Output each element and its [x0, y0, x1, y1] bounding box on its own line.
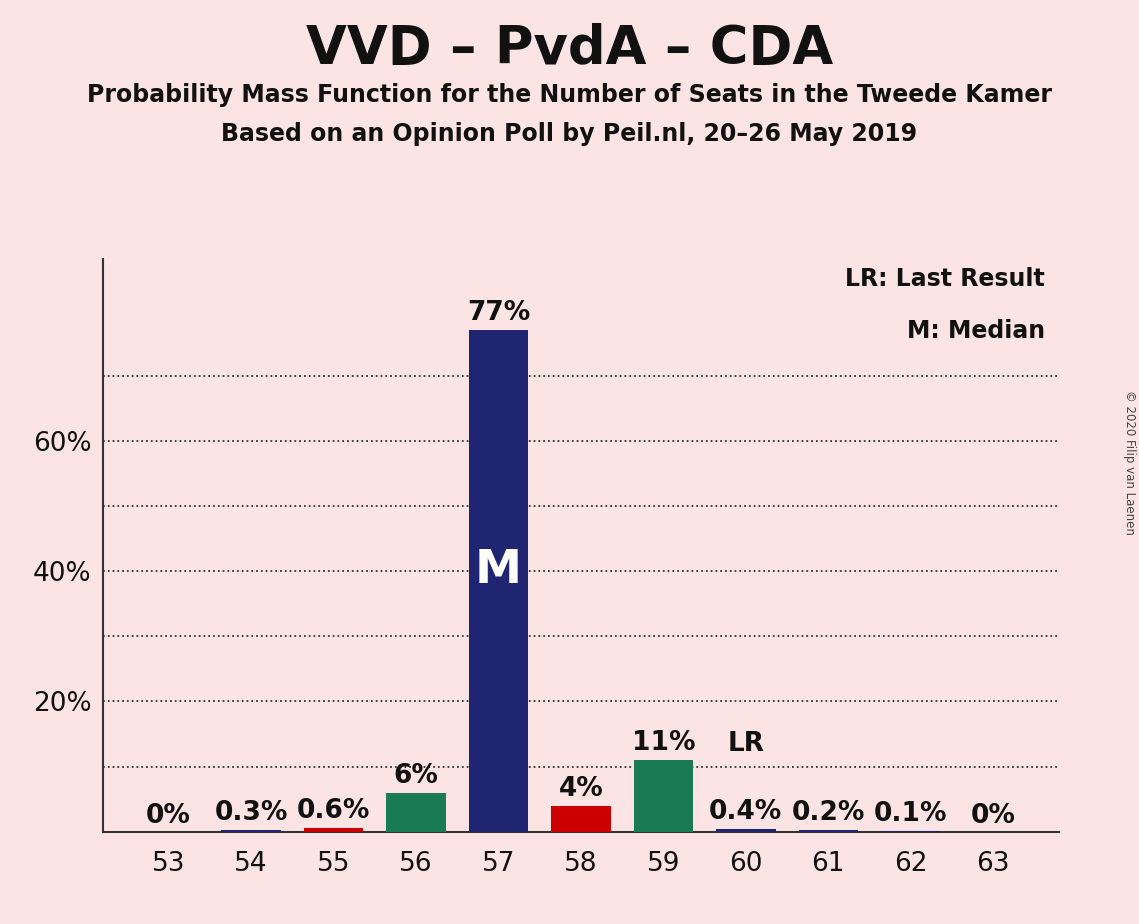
Bar — [221, 830, 280, 832]
Text: 0.3%: 0.3% — [214, 800, 288, 826]
Text: 0%: 0% — [970, 803, 1016, 829]
Text: M: Median: M: Median — [907, 319, 1044, 343]
Text: LR: Last Result: LR: Last Result — [845, 267, 1044, 291]
Text: Probability Mass Function for the Number of Seats in the Tweede Kamer: Probability Mass Function for the Number… — [87, 83, 1052, 107]
Text: 6%: 6% — [393, 762, 439, 789]
Bar — [551, 806, 611, 832]
Text: VVD – PvdA – CDA: VVD – PvdA – CDA — [306, 23, 833, 75]
Bar — [798, 831, 858, 832]
Text: 0%: 0% — [146, 803, 191, 829]
Text: 77%: 77% — [467, 300, 530, 326]
Text: 0.2%: 0.2% — [792, 800, 865, 826]
Bar — [386, 793, 445, 832]
Text: 0.4%: 0.4% — [710, 799, 782, 825]
Text: © 2020 Filip van Laenen: © 2020 Filip van Laenen — [1123, 390, 1136, 534]
Text: Based on an Opinion Poll by Peil.nl, 20–26 May 2019: Based on an Opinion Poll by Peil.nl, 20–… — [221, 122, 918, 146]
Text: LR: LR — [728, 731, 764, 757]
Bar — [469, 331, 528, 832]
Text: 0.6%: 0.6% — [297, 797, 370, 824]
Text: 11%: 11% — [632, 730, 695, 756]
Bar — [716, 829, 776, 832]
Text: 4%: 4% — [558, 775, 604, 802]
Bar — [304, 828, 363, 832]
Text: M: M — [475, 549, 522, 593]
Bar — [633, 760, 693, 832]
Text: 0.1%: 0.1% — [874, 801, 948, 827]
